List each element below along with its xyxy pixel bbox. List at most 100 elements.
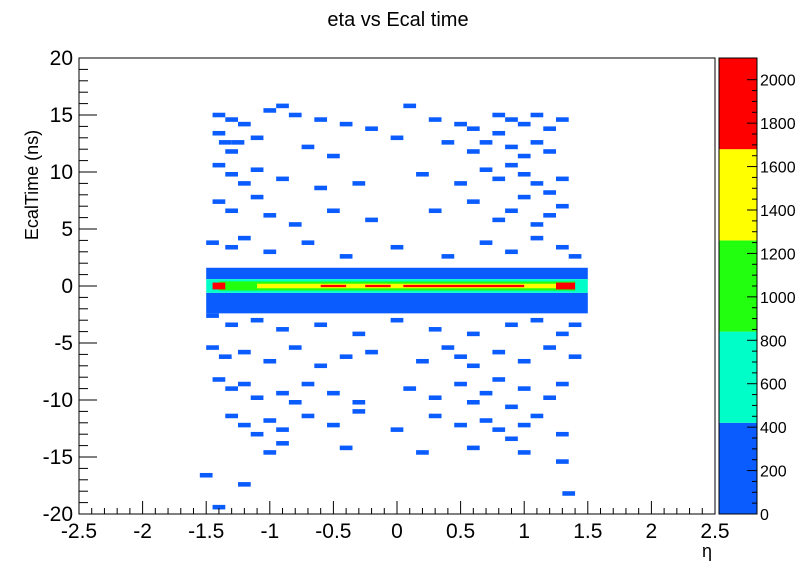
heatmap-cell: [225, 413, 238, 419]
heatmap-cell: [505, 404, 518, 410]
z-tick-label: 800: [760, 333, 787, 350]
heatmap-cell: [212, 162, 226, 168]
heatmap-cell: [327, 208, 340, 214]
heatmap-cell: [206, 345, 219, 350]
x-tick-label: 1: [518, 520, 530, 543]
heatmap-cell: [390, 244, 404, 250]
x-tick-label: 0: [391, 520, 403, 543]
heatmap-band-cell: [556, 282, 576, 290]
z-tick-label: 1800: [760, 116, 796, 133]
heatmap-cell: [212, 130, 226, 136]
heatmap-band-cell: [206, 267, 588, 280]
heatmap-cell: [556, 381, 569, 387]
z-tick-label: 400: [760, 420, 787, 437]
heatmap-cell: [530, 181, 544, 186]
heatmap-cell: [339, 354, 353, 359]
heatmap-cell: [492, 176, 506, 182]
heatmap-cell: [530, 112, 544, 118]
heatmap-cell: [339, 121, 353, 127]
heatmap-cell: [276, 441, 289, 446]
heatmap-cell: [238, 422, 251, 428]
y-tick-label: -15: [43, 446, 73, 469]
heatmap-cell: [301, 144, 315, 150]
heatmap-cell: [390, 317, 404, 323]
heatmap-cell: [543, 149, 556, 154]
heatmap-cell: [428, 413, 442, 419]
heatmap-cell: [517, 386, 531, 391]
heatmap-cell: [454, 181, 467, 186]
z-tick-label: 0: [760, 507, 769, 524]
heatmap-cell: [543, 126, 556, 131]
heatmap-cell: [492, 377, 506, 382]
heatmap-cell: [238, 381, 251, 387]
color-scale: 0 200 400 600 800 1000 1200 1400 1600 1800 2000: [718, 57, 796, 524]
heatmap-cell: [276, 327, 289, 332]
heatmap-cell: [517, 121, 531, 127]
heatmap-cell: [231, 140, 245, 145]
heatmap-cell: [206, 240, 219, 245]
heatmap-cell: [263, 213, 277, 218]
heatmap-cell: [314, 185, 328, 191]
heatmap-cell: [339, 254, 353, 259]
heatmap-cell: [479, 418, 493, 423]
heatmap-cell: [352, 181, 366, 186]
color-scale-band: [719, 149, 757, 241]
heatmap-cell: [517, 358, 531, 364]
heatmap-cell: [250, 194, 264, 200]
y-tick-label: -10: [43, 389, 73, 412]
z-tick-label: 1000: [760, 290, 796, 307]
heatmap-cell: [301, 381, 315, 387]
heatmap-cell: [568, 322, 582, 328]
heatmap-band-cell: [212, 282, 226, 290]
heatmap-cell: [505, 144, 518, 150]
heatmap-cell: [466, 199, 480, 204]
heatmap-band-cell: [365, 284, 391, 288]
heatmap-cell: [556, 431, 569, 437]
heatmap-cell: [479, 167, 493, 172]
heatmap-cell: [212, 377, 226, 382]
heatmap-cell: [225, 149, 238, 154]
heatmap-cell: [218, 140, 232, 145]
y-tick-label: -5: [54, 332, 73, 355]
chart-title: eta vs Ecal time: [327, 9, 468, 31]
heatmap-cell: [416, 172, 429, 177]
heatmap-cell: [466, 126, 480, 131]
heatmap-cell: [492, 217, 506, 223]
heatmap-cell: [479, 140, 493, 145]
heatmap-cell: [492, 112, 506, 118]
heatmap-cell: [212, 112, 226, 118]
heatmap-cell: [416, 450, 429, 455]
heatmap-cell: [212, 504, 226, 510]
y-tick-label: 20: [50, 47, 73, 70]
heatmap-cell: [225, 386, 238, 391]
heatmap-cell: [276, 427, 289, 432]
y-tick-label: 5: [61, 218, 73, 241]
color-scale-band: [719, 422, 757, 514]
heatmap-cell: [225, 208, 238, 214]
heatmap-cell: [250, 395, 264, 400]
heatmap-cell: [263, 108, 277, 113]
heatmap-cell: [530, 222, 544, 227]
heatmap-cell: [466, 445, 480, 451]
x-tick-label: -1.5: [188, 520, 224, 543]
heatmap-cell: [428, 117, 442, 122]
z-tick-label: 1600: [760, 160, 796, 177]
x-tick-label: -2: [133, 520, 152, 543]
heatmap-cell: [276, 103, 289, 109]
z-tick-label: 2000: [760, 73, 796, 90]
heatmap-cell: [556, 203, 569, 209]
heatmap-cell: [479, 240, 493, 245]
heatmap-cell: [441, 254, 455, 259]
heatmap-cell: [327, 153, 340, 159]
heatmap-cell: [238, 235, 251, 241]
color-scale-band: [719, 331, 757, 423]
heatmap-cell: [556, 244, 569, 250]
heatmap-cell: [199, 472, 213, 478]
heatmap-cell: [218, 354, 232, 359]
heatmap-cell: [543, 395, 556, 400]
heatmap-cell: [505, 322, 518, 328]
heatmap-cell: [314, 322, 328, 328]
heatmap-cell: [454, 381, 467, 387]
heatmap-cell: [568, 254, 582, 259]
heatmap-cell: [365, 349, 378, 355]
